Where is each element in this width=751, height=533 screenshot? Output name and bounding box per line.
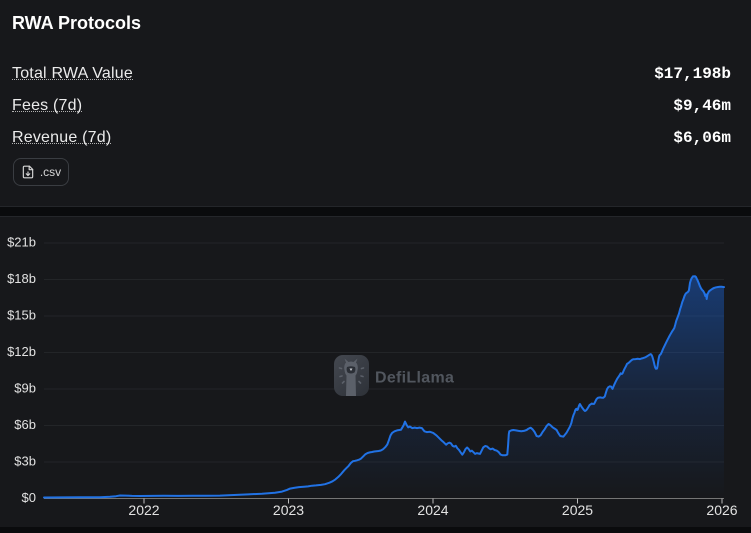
svg-text:$3b: $3b (14, 454, 36, 469)
svg-text:$21b: $21b (7, 235, 36, 250)
svg-text:$12b: $12b (7, 344, 36, 359)
svg-text:2026: 2026 (706, 502, 737, 518)
svg-text:DefiLlama: DefiLlama (375, 370, 454, 387)
svg-text:$18b: $18b (7, 271, 36, 286)
svg-text:$9b: $9b (14, 381, 36, 396)
svg-text:$6b: $6b (14, 417, 36, 432)
svg-text:$0: $0 (22, 490, 36, 505)
svg-text:2023: 2023 (273, 502, 304, 518)
svg-text:2024: 2024 (417, 502, 448, 518)
svg-text:2025: 2025 (562, 502, 593, 518)
svg-text:$15b: $15b (7, 308, 36, 323)
svg-text:2022: 2022 (128, 502, 159, 518)
